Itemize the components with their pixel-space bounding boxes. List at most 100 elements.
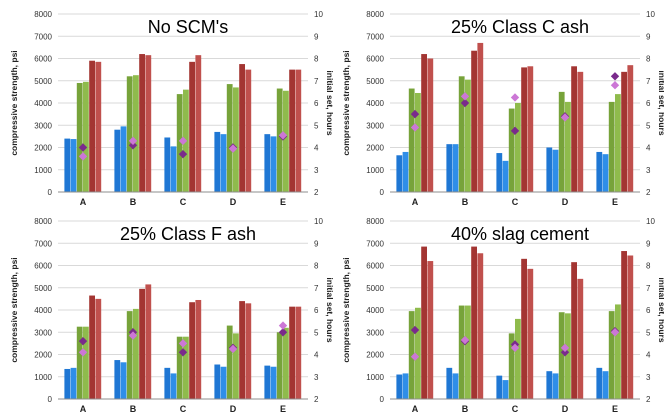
- y-tick-label: 0: [380, 188, 385, 197]
- bar: [183, 336, 189, 399]
- bar: [465, 305, 471, 399]
- y-tick-label: 5000: [366, 284, 384, 293]
- x-tick-label: B: [130, 404, 137, 414]
- y-tick-label: 0: [48, 188, 53, 197]
- bar: [496, 153, 503, 192]
- bar: [515, 318, 521, 399]
- set-marker: [178, 348, 188, 357]
- bar: [396, 374, 403, 399]
- y-tick-label: 6000: [366, 262, 384, 271]
- x-tick-label: B: [462, 404, 469, 414]
- bar: [452, 144, 459, 192]
- x-tick-label: C: [512, 404, 519, 414]
- y-tick-label: 8000: [34, 217, 52, 226]
- bar: [471, 50, 477, 193]
- x-tick-label: C: [180, 404, 187, 414]
- bar: [170, 373, 177, 399]
- bar: [521, 258, 527, 399]
- y-axis-title: compressive strength, psi: [9, 50, 19, 155]
- y-tick-label: 4000: [366, 99, 384, 108]
- bar: [239, 64, 245, 192]
- bar: [139, 54, 145, 192]
- bar: [521, 67, 527, 192]
- bar: [421, 54, 427, 192]
- bar: [189, 302, 195, 399]
- bar: [114, 129, 121, 192]
- y-tick-label: 5000: [366, 77, 384, 86]
- y-tick-label: 2000: [366, 144, 384, 153]
- x-tick-label: D: [562, 404, 569, 414]
- y-tick-label: 1000: [366, 373, 384, 382]
- bar: [70, 367, 77, 399]
- bar: [515, 103, 521, 192]
- set-marker: [128, 331, 138, 340]
- y-tick-label: 6000: [34, 55, 52, 64]
- bar: [270, 366, 277, 399]
- bar: [458, 305, 465, 399]
- bar: [170, 146, 177, 192]
- bar: [295, 69, 302, 192]
- y2-axis-title: initial set, hours: [657, 70, 664, 135]
- y-tick-label: 2000: [34, 144, 52, 153]
- set-marker: [178, 136, 188, 146]
- y-tick-label: 5000: [34, 77, 52, 86]
- y2-tick-label: 8: [646, 262, 651, 271]
- set-marker: [410, 325, 420, 335]
- chart-title: 40% slag cement: [451, 224, 589, 244]
- bar: [164, 137, 171, 192]
- y-tick-label: 4000: [34, 306, 52, 315]
- y2-tick-label: 4: [646, 351, 651, 360]
- bar: [552, 373, 559, 399]
- bar: [289, 306, 295, 399]
- bar: [189, 61, 195, 193]
- bar: [214, 131, 221, 192]
- y2-tick-label: 10: [646, 217, 655, 226]
- bar: [558, 91, 565, 192]
- y2-tick-label: 9: [646, 32, 651, 41]
- y2-tick-label: 2: [646, 395, 651, 404]
- y-axis-title: compressive strength, psi: [9, 257, 19, 362]
- bar: [615, 94, 621, 192]
- bar: [220, 134, 227, 192]
- bar: [396, 155, 403, 192]
- set-marker: [510, 343, 520, 353]
- bar: [608, 311, 615, 399]
- y2-tick-label: 5: [314, 328, 319, 337]
- bar: [220, 366, 227, 399]
- chart-title: 25% Class F ash: [120, 224, 256, 244]
- y2-tick-label: 5: [646, 121, 651, 130]
- chart-panel: 0 1000 2000 3000 4000 5000 6000 7000 8000 2 3 4 5 6 7 8…: [341, 10, 664, 207]
- bar: [64, 138, 71, 192]
- bar: [133, 308, 139, 399]
- bar: [508, 333, 515, 399]
- bar: [408, 311, 415, 399]
- bar: [415, 92, 421, 192]
- bar: [627, 255, 634, 399]
- y2-tick-label: 9: [314, 32, 319, 41]
- y2-tick-label: 2: [314, 395, 319, 404]
- bar: [577, 71, 584, 192]
- set-marker: [610, 81, 620, 90]
- bar: [527, 66, 534, 192]
- y-tick-label: 3000: [34, 328, 52, 337]
- set-marker: [460, 92, 470, 101]
- y-tick-label: 2000: [34, 351, 52, 360]
- x-tick-label: B: [130, 197, 137, 207]
- y-tick-label: 8000: [366, 10, 384, 19]
- y2-tick-label: 2: [314, 188, 319, 197]
- bar: [565, 101, 571, 192]
- bar: [458, 76, 465, 192]
- bar: [565, 313, 571, 399]
- y-tick-label: 1000: [34, 373, 52, 382]
- bar: [226, 84, 233, 192]
- bar: [446, 144, 453, 192]
- bar: [83, 326, 89, 399]
- y-axis-title: compressive strength, psi: [341, 50, 351, 155]
- bar: [76, 82, 83, 192]
- y-tick-label: 3000: [366, 121, 384, 130]
- y2-tick-label: 10: [646, 10, 655, 19]
- y-tick-label: 4000: [366, 306, 384, 315]
- set-marker: [78, 152, 88, 161]
- bar: [239, 301, 245, 399]
